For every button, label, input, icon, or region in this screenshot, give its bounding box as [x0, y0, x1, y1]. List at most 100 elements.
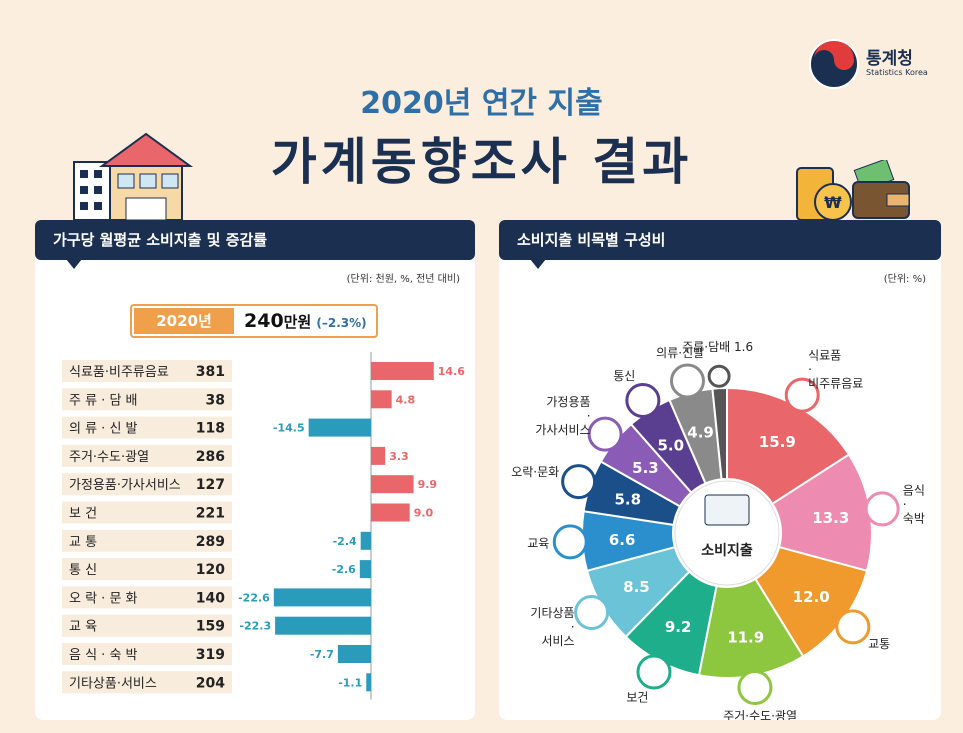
slice-value-label: 13.3 — [812, 509, 849, 527]
amount-label: 159 — [196, 619, 225, 635]
slice-value-label: 5.0 — [657, 436, 684, 454]
total-unit: 만원 — [283, 313, 312, 331]
slice-outer-label: 음식 · 숙박 — [903, 483, 925, 525]
left-unit: (단위: 천원, %, 전년 대비) — [346, 274, 460, 285]
category-icon — [552, 524, 588, 560]
building-icon — [73, 132, 194, 221]
category-icon — [864, 491, 900, 527]
slice-value-label: 5.8 — [614, 491, 641, 509]
category-icon — [587, 416, 623, 452]
title-pointer-icon — [530, 259, 546, 269]
right-unit: (단위: %) — [883, 274, 926, 285]
bar-value-label: -1.1 — [338, 676, 362, 689]
category-label: 기타상품·서비스 — [69, 676, 157, 691]
amount-label: 319 — [196, 647, 225, 663]
amount-label: 204 — [196, 675, 225, 691]
category-label: 통 신 — [69, 563, 97, 578]
bar — [337, 645, 371, 663]
left-panel-title: 가구당 월평균 소비지출 및 증감률 — [35, 220, 475, 260]
donut-slice — [711, 386, 728, 481]
row-background — [62, 501, 232, 524]
total-year: 2020년 — [134, 308, 234, 334]
bar — [371, 503, 410, 522]
amount-label: 140 — [196, 590, 225, 606]
bar — [273, 588, 371, 607]
bar-value-label: -14.5 — [273, 422, 305, 435]
slice-outer-label: 보건 — [626, 691, 648, 705]
bar-value-label: -2.4 — [333, 535, 357, 548]
slice-outer-label: 교육 — [527, 537, 549, 551]
category-label: 교 통 — [69, 535, 97, 550]
category-icon — [737, 669, 773, 705]
total-box: 2020년 240만원 (–2.3%) — [130, 304, 378, 338]
logo-name: 통계청 — [866, 49, 913, 69]
bar-value-label: -22.3 — [239, 620, 271, 633]
row-background — [62, 614, 232, 637]
bar — [308, 418, 371, 437]
donut-chart: 15.9 식료품 · 비주류음료 13.3 음식 · 숙박 12.0 교통 11.9 주거·수도·광열… — [511, 340, 925, 720]
donut-center — [674, 480, 780, 586]
slice-value-label: 4.9 — [687, 423, 714, 441]
category-icon — [835, 609, 871, 645]
row-background — [62, 360, 232, 382]
slice-value-label: 6.6 — [609, 531, 636, 549]
total-change: (–2.3%) — [316, 316, 367, 330]
right-panel-title: 소비지출 비목별 구성비 — [499, 220, 941, 260]
amount-label: 118 — [196, 421, 225, 437]
amount-label: 286 — [196, 449, 225, 465]
bar-value-label: 9.0 — [414, 507, 434, 520]
bar-value-label: 4.8 — [396, 393, 416, 406]
row-background — [62, 529, 232, 552]
row-background — [62, 671, 232, 694]
bar-value-label: 9.9 — [418, 478, 438, 491]
row-background — [62, 643, 232, 665]
amount-label: 127 — [196, 477, 225, 493]
slice-outer-label: 기타상품 · 서비스 — [530, 606, 574, 648]
amount-label: 289 — [196, 534, 225, 550]
bar — [366, 673, 371, 692]
bar — [360, 531, 371, 550]
bar-value-label: -22.6 — [238, 591, 270, 604]
bar-value-label: 3.3 — [389, 450, 409, 463]
bar-value-label: -7.7 — [310, 648, 334, 661]
category-label: 주 류 · 담 배 — [69, 393, 138, 408]
slice-value-label: 5.3 — [632, 459, 659, 477]
category-label: 교 육 — [69, 620, 97, 635]
row-background — [62, 416, 232, 439]
category-icon — [561, 464, 597, 500]
row-background — [62, 444, 232, 467]
category-icon — [784, 377, 820, 413]
amount-label: 381 — [196, 364, 225, 380]
category-icon — [636, 654, 672, 690]
amount-label: 38 — [206, 392, 225, 408]
coins-wallet-icon: ₩ — [796, 160, 910, 221]
donut-slice — [771, 453, 873, 573]
amount-label: 221 — [196, 506, 225, 522]
bar — [275, 616, 371, 635]
category-icon — [625, 382, 661, 418]
row-background — [62, 586, 232, 609]
category-label: 가정용품·가사서비스 — [69, 478, 181, 493]
slice-outer-label: 가정용품 · 가사서비스 — [535, 395, 590, 437]
slice-outer-label: 주류·담배 1.6 — [682, 340, 753, 354]
amount-label: 120 — [196, 562, 225, 578]
slice-outer-label: 식료품 · 비주류음료 — [808, 349, 863, 391]
bar — [371, 475, 414, 494]
total-amount: 240만원 (–2.3%) — [244, 308, 367, 336]
slice-outer-label: 오락·문화 — [511, 465, 559, 479]
category-label: 주거·수도·광열 — [69, 450, 149, 465]
slice-outer-label: 주거·수도·광열 — [723, 709, 797, 720]
category-label: 식료품·비주류음료 — [69, 365, 169, 380]
slice-outer-label: 의류·신발 — [656, 346, 704, 360]
category-label: 보 건 — [69, 507, 97, 522]
receipt-icon — [704, 494, 750, 526]
bar — [359, 560, 371, 579]
row-background — [62, 558, 232, 581]
bar-value-label: -2.6 — [332, 563, 356, 576]
row-background — [62, 473, 232, 496]
category-label: 음 식 · 숙 박 — [69, 648, 138, 663]
bar — [371, 362, 434, 380]
donut-slice — [726, 386, 851, 506]
statistics-korea-logo-icon — [809, 39, 859, 89]
slice-value-label: 8.5 — [623, 578, 650, 596]
